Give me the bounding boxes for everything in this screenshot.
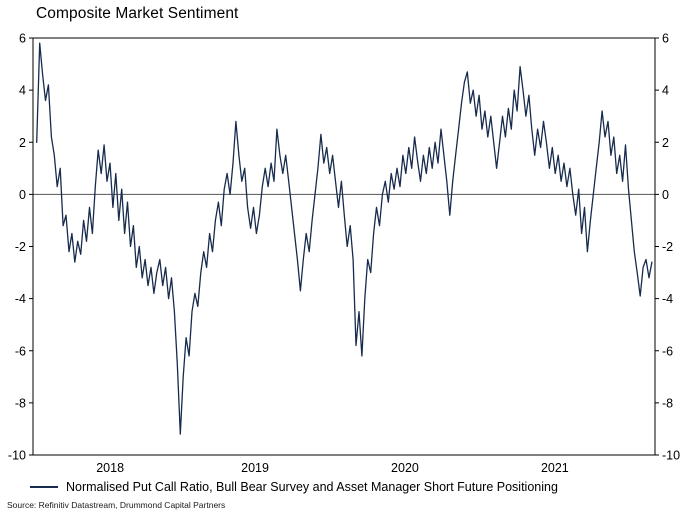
y-axis-label-right: 6 xyxy=(662,32,669,46)
sentiment-line xyxy=(36,42,653,435)
x-axis-label: 2018 xyxy=(96,461,124,475)
y-axis-label-left: 4 xyxy=(19,84,26,98)
y-axis-label-left: -4 xyxy=(15,292,26,306)
y-axis-label-right: -10 xyxy=(662,449,680,463)
y-axis-label-right: -8 xyxy=(662,396,673,410)
y-axis-label-left: -8 xyxy=(15,396,26,410)
y-axis-label-left: 0 xyxy=(19,188,26,202)
plot-svg: 6 6 4 4 2 2 0 0 -2 -2 -4 -4 -6 -6 -8 -8 -10 -10 2018 2019 20… xyxy=(8,32,680,476)
chart-title: Composite Market Sentiment xyxy=(36,5,239,22)
y-axis-label-right: 4 xyxy=(662,84,669,98)
legend-line-swatch xyxy=(30,486,58,488)
y-axis-label-left: -2 xyxy=(15,240,26,254)
y-axis-label-left: 2 xyxy=(19,136,26,150)
source-note: Source: Refinitiv Datastream, Drummond C… xyxy=(7,500,226,510)
y-axis-label-left: -10 xyxy=(8,449,26,463)
y-axis-label-right: 2 xyxy=(662,136,669,150)
y-axis-label-right: -6 xyxy=(662,344,673,358)
y-axis-label-right: -2 xyxy=(662,240,673,254)
y-axis-label-left: -6 xyxy=(15,344,26,358)
y-axis-label-right: 0 xyxy=(662,188,669,202)
x-axis-label: 2019 xyxy=(241,461,269,475)
x-axis-label: 2020 xyxy=(391,461,419,475)
legend: Normalised Put Call Ratio, Bull Bear Sur… xyxy=(30,480,558,494)
y-axis-label-right: -4 xyxy=(662,292,673,306)
plot-frame xyxy=(32,37,656,456)
legend-label: Normalised Put Call Ratio, Bull Bear Sur… xyxy=(66,480,558,494)
x-axis-label: 2021 xyxy=(541,461,569,475)
y-axis-label-left: 6 xyxy=(19,32,26,46)
